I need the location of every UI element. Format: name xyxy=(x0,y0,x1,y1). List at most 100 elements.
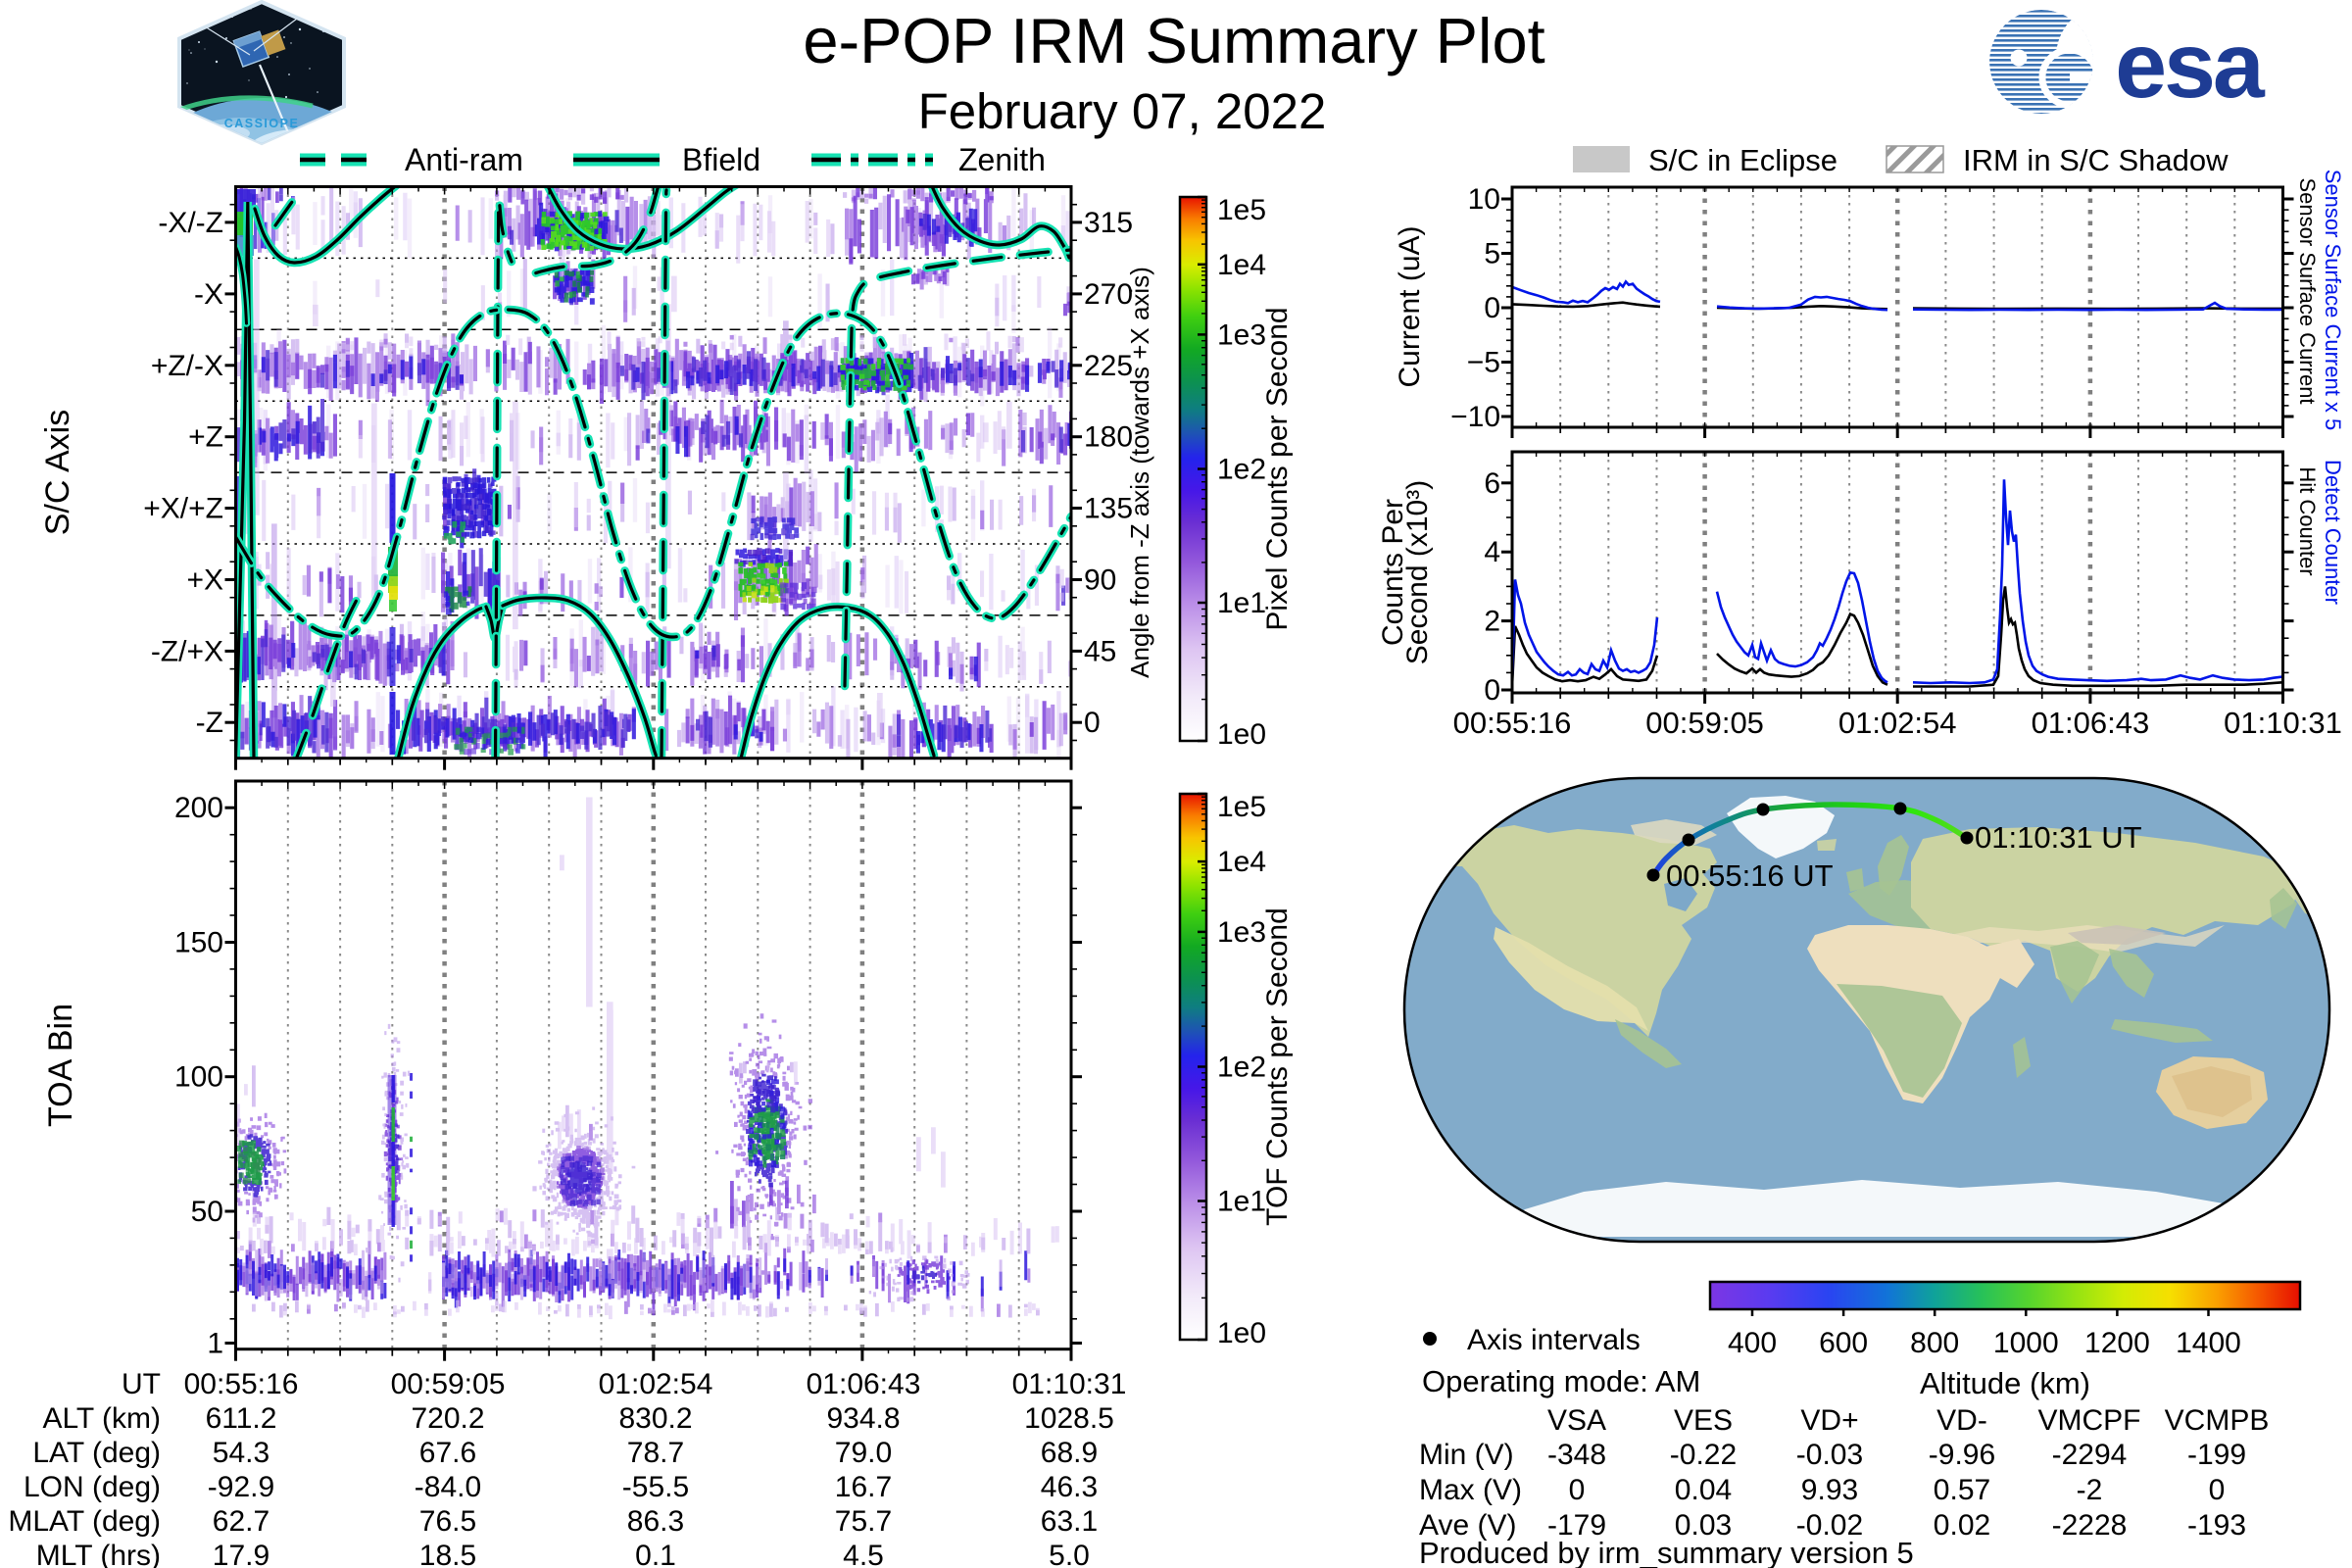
svg-text:MLT (hrs): MLT (hrs) xyxy=(36,1540,161,1568)
svg-text:1e0: 1e0 xyxy=(1217,1317,1266,1349)
svg-text:1e1: 1e1 xyxy=(1217,587,1266,619)
svg-text:01:02:54: 01:02:54 xyxy=(599,1368,713,1400)
svg-text:VES: VES xyxy=(1674,1404,1733,1437)
svg-text:2: 2 xyxy=(1484,606,1500,638)
svg-text:400: 400 xyxy=(1728,1327,1777,1359)
svg-text:-X/-Z: -X/-Z xyxy=(158,207,223,239)
svg-text:75.7: 75.7 xyxy=(835,1505,892,1538)
svg-text:0: 0 xyxy=(2209,1474,2226,1506)
svg-text:1e5: 1e5 xyxy=(1217,791,1266,823)
svg-text:-0.03: -0.03 xyxy=(1796,1439,1863,1471)
svg-text:S/C Axis: S/C Axis xyxy=(39,410,76,535)
svg-text:50: 50 xyxy=(191,1196,223,1228)
svg-text:VCMPB: VCMPB xyxy=(2165,1404,2270,1437)
svg-text:17.9: 17.9 xyxy=(213,1540,270,1568)
svg-text:0.57: 0.57 xyxy=(1934,1474,1990,1506)
svg-text:-9.96: -9.96 xyxy=(1929,1439,1995,1471)
svg-text:100: 100 xyxy=(174,1061,223,1094)
svg-text:+X/+Z: +X/+Z xyxy=(143,493,223,525)
svg-text:225: 225 xyxy=(1084,350,1133,382)
svg-text:0.04: 0.04 xyxy=(1675,1474,1732,1506)
svg-text:CASSIOPE: CASSIOPE xyxy=(224,117,300,130)
svg-text:-0.22: -0.22 xyxy=(1670,1439,1737,1471)
svg-text:Ave (V): Ave (V) xyxy=(1419,1509,1516,1542)
svg-text:Max (V): Max (V) xyxy=(1419,1474,1522,1506)
svg-text:01:06:43: 01:06:43 xyxy=(807,1368,921,1400)
svg-text:Detect Counter: Detect Counter xyxy=(2321,460,2345,605)
svg-text:4.5: 4.5 xyxy=(843,1540,884,1568)
svg-text:180: 180 xyxy=(1084,421,1133,454)
svg-text:76.5: 76.5 xyxy=(419,1505,476,1538)
svg-text:5.0: 5.0 xyxy=(1049,1540,1090,1568)
svg-text:1e1: 1e1 xyxy=(1217,1186,1266,1218)
svg-text:-193: -193 xyxy=(2187,1509,2246,1542)
svg-text:68.9: 68.9 xyxy=(1041,1437,1098,1469)
svg-text:63.1: 63.1 xyxy=(1041,1505,1098,1538)
svg-text:1e2: 1e2 xyxy=(1217,1052,1266,1084)
svg-text:-199: -199 xyxy=(2187,1439,2246,1471)
svg-text:+X: +X xyxy=(186,564,223,597)
svg-text:00:59:05: 00:59:05 xyxy=(391,1368,506,1400)
svg-text:1: 1 xyxy=(207,1328,223,1360)
svg-text:esa: esa xyxy=(2115,14,2266,118)
svg-text:10: 10 xyxy=(1468,183,1500,216)
svg-text:-179: -179 xyxy=(1547,1509,1606,1542)
svg-text:0.03: 0.03 xyxy=(1675,1509,1732,1542)
svg-text:Min (V): Min (V) xyxy=(1419,1439,1514,1471)
svg-text:Altitude (km): Altitude (km) xyxy=(1920,1366,2090,1400)
svg-text:18.5: 18.5 xyxy=(419,1540,476,1568)
svg-text:-Z: -Z xyxy=(196,707,223,739)
svg-text:-2228: -2228 xyxy=(2052,1509,2128,1542)
svg-text:135: 135 xyxy=(1084,493,1133,525)
svg-text:e-POP IRM Summary Plot: e-POP IRM Summary Plot xyxy=(803,5,1544,76)
svg-text:86.3: 86.3 xyxy=(627,1505,684,1538)
svg-text:+Z: +Z xyxy=(188,421,223,454)
svg-text:Hit Counter: Hit Counter xyxy=(2295,466,2320,575)
svg-text:-2: -2 xyxy=(2077,1474,2103,1506)
svg-text:Bfield: Bfield xyxy=(682,142,760,177)
svg-text:+Z/-X: +Z/-X xyxy=(151,350,223,382)
svg-text:-Z/+X: -Z/+X xyxy=(151,635,223,667)
svg-text:0: 0 xyxy=(1484,292,1500,324)
svg-text:600: 600 xyxy=(1819,1327,1868,1359)
svg-text:800: 800 xyxy=(1910,1327,1959,1359)
svg-text:IRM in S/C Shadow: IRM in S/C Shadow xyxy=(1963,143,2229,177)
svg-text:270: 270 xyxy=(1084,278,1133,311)
svg-text:0.02: 0.02 xyxy=(1934,1509,1990,1542)
svg-text:1e3: 1e3 xyxy=(1217,916,1266,949)
svg-text:TOA Bin: TOA Bin xyxy=(42,1004,79,1127)
svg-text:-X: -X xyxy=(194,278,223,311)
svg-text:4: 4 xyxy=(1484,536,1500,568)
svg-text:TOF Counts per Second: TOF Counts per Second xyxy=(1261,907,1294,1226)
svg-text:Pixel Counts per Second: Pixel Counts per Second xyxy=(1261,307,1294,630)
svg-text:0: 0 xyxy=(1484,674,1500,707)
svg-text:Zenith: Zenith xyxy=(958,142,1046,177)
svg-text:00:55:16: 00:55:16 xyxy=(184,1368,299,1400)
svg-text:LON (deg): LON (deg) xyxy=(24,1471,161,1503)
svg-text:00:55:16 UT: 00:55:16 UT xyxy=(1666,858,1834,893)
svg-text:1200: 1200 xyxy=(2084,1327,2150,1359)
svg-text:-92.9: -92.9 xyxy=(208,1471,274,1503)
svg-text:1e3: 1e3 xyxy=(1217,318,1266,351)
svg-text:611.2: 611.2 xyxy=(206,1402,277,1435)
svg-text:9.93: 9.93 xyxy=(1801,1474,1858,1506)
svg-text:VSA: VSA xyxy=(1547,1404,1606,1437)
svg-text:62.7: 62.7 xyxy=(213,1505,270,1538)
svg-text:0.1: 0.1 xyxy=(635,1540,676,1568)
svg-text:01:10:31 UT: 01:10:31 UT xyxy=(1975,820,2142,855)
svg-text:LAT (deg): LAT (deg) xyxy=(32,1437,161,1469)
svg-text:830.2: 830.2 xyxy=(618,1402,692,1435)
svg-text:MLAT (deg): MLAT (deg) xyxy=(8,1505,161,1538)
svg-text:1400: 1400 xyxy=(2176,1327,2241,1359)
svg-text:67.6: 67.6 xyxy=(419,1437,476,1469)
svg-text:Second (x10³): Second (x10³) xyxy=(1401,480,1434,664)
svg-text:54.3: 54.3 xyxy=(213,1437,270,1469)
svg-text:0: 0 xyxy=(1569,1474,1586,1506)
svg-text:934.8: 934.8 xyxy=(826,1402,900,1435)
svg-text:720.2: 720.2 xyxy=(411,1402,484,1435)
svg-text:-55.5: -55.5 xyxy=(622,1471,689,1503)
svg-text:5: 5 xyxy=(1484,238,1500,270)
svg-text:1e4: 1e4 xyxy=(1217,846,1266,878)
svg-text:VMCPF: VMCPF xyxy=(2038,1404,2141,1437)
svg-text:1028.5: 1028.5 xyxy=(1024,1402,1114,1435)
